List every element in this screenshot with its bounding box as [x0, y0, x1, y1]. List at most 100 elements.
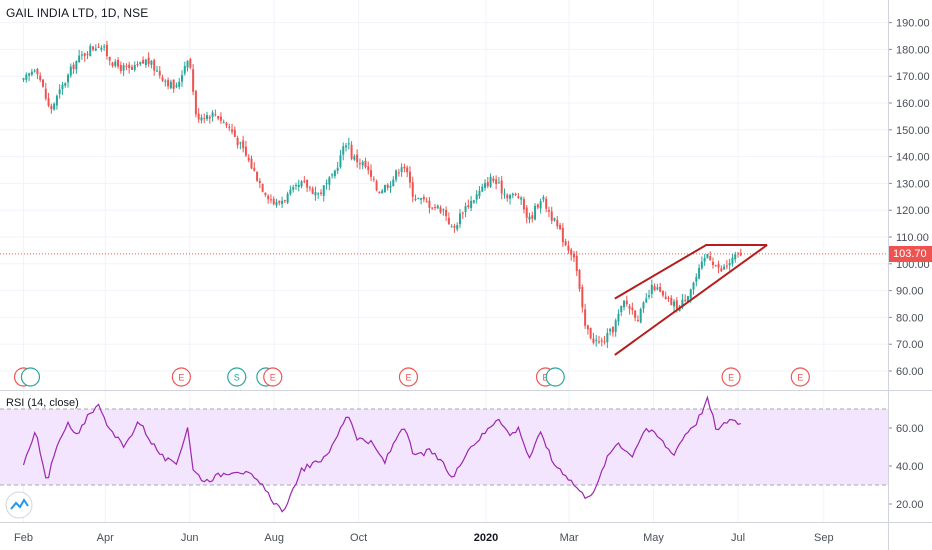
candle-body[interactable] — [75, 60, 78, 70]
candle-body[interactable] — [422, 197, 425, 200]
candle-body[interactable] — [275, 202, 278, 206]
candle-body[interactable] — [464, 206, 467, 212]
candle-body[interactable] — [673, 301, 676, 307]
candle-body[interactable] — [556, 219, 559, 227]
split-marker[interactable] — [227, 367, 247, 387]
candle-body[interactable] — [614, 320, 617, 332]
candle-body[interactable] — [542, 197, 545, 200]
candle-body[interactable] — [225, 122, 228, 126]
candle-body[interactable] — [30, 71, 33, 75]
candle-body[interactable] — [634, 310, 637, 318]
candle-body[interactable] — [261, 183, 264, 192]
candle-body[interactable] — [86, 53, 89, 55]
candle-body[interactable] — [381, 190, 384, 194]
candle-body[interactable] — [164, 80, 167, 82]
candle-body[interactable] — [408, 171, 411, 183]
candle-body[interactable] — [36, 68, 39, 75]
candle-body[interactable] — [319, 192, 322, 194]
candle-body[interactable] — [670, 297, 673, 305]
candle-body[interactable] — [345, 145, 348, 148]
candle-body[interactable] — [322, 185, 325, 196]
candle-body[interactable] — [734, 254, 737, 260]
candle-body[interactable] — [731, 257, 734, 264]
candle-body[interactable] — [725, 265, 728, 267]
candle-body[interactable] — [125, 65, 128, 67]
candle-body[interactable] — [664, 296, 667, 299]
earnings-marker[interactable] — [263, 367, 283, 387]
candle-body[interactable] — [375, 181, 378, 191]
candle-body[interactable] — [239, 142, 242, 144]
candle-body[interactable] — [244, 146, 247, 156]
candle-body[interactable] — [611, 326, 614, 333]
candle-body[interactable] — [645, 298, 648, 303]
candle-body[interactable] — [475, 194, 478, 200]
wedge-lower-trendline[interactable] — [614, 244, 768, 356]
candle-body[interactable] — [445, 210, 448, 217]
candle-body[interactable] — [478, 190, 481, 197]
candle-body[interactable] — [458, 213, 461, 225]
candle-body[interactable] — [600, 340, 603, 342]
candle-body[interactable] — [172, 79, 175, 89]
candle-body[interactable] — [400, 167, 403, 173]
candle-body[interactable] — [189, 59, 192, 68]
candle-body[interactable] — [250, 158, 253, 169]
candle-body[interactable] — [539, 201, 542, 209]
candle-body[interactable] — [659, 286, 662, 292]
candle-body[interactable] — [308, 187, 311, 189]
candle-body[interactable] — [642, 302, 645, 309]
candle-body[interactable] — [89, 46, 92, 57]
candle-body[interactable] — [236, 137, 239, 145]
candle-body[interactable] — [336, 167, 339, 171]
candle-body[interactable] — [431, 207, 434, 209]
candle-body[interactable] — [623, 300, 626, 308]
candle-body[interactable] — [514, 193, 517, 196]
candle-body[interactable] — [83, 53, 86, 56]
candle-body[interactable] — [144, 59, 147, 66]
candle-body[interactable] — [303, 180, 306, 182]
candle-body[interactable] — [206, 115, 209, 119]
candle-body[interactable] — [69, 66, 72, 76]
candle-body[interactable] — [714, 265, 717, 267]
candle-body[interactable] — [372, 178, 375, 180]
candle-body[interactable] — [581, 286, 584, 308]
candle-body[interactable] — [103, 46, 106, 48]
candle-body[interactable] — [500, 180, 503, 194]
candle-body[interactable] — [567, 245, 570, 251]
candle-body[interactable] — [94, 48, 97, 51]
candle-body[interactable] — [389, 185, 392, 188]
candle-body[interactable] — [606, 332, 609, 343]
candle-body[interactable] — [717, 264, 720, 268]
candle-body[interactable] — [625, 300, 628, 305]
candle-body[interactable] — [661, 290, 664, 296]
candle-body[interactable] — [667, 297, 670, 299]
candle-body[interactable] — [78, 55, 81, 63]
candle-body[interactable] — [689, 289, 692, 299]
candle-body[interactable] — [342, 146, 345, 155]
candle-body[interactable] — [272, 198, 275, 205]
candle-body[interactable] — [278, 200, 281, 203]
candle-body[interactable] — [383, 184, 386, 193]
earnings-marker[interactable] — [398, 367, 419, 387]
candle-body[interactable] — [392, 179, 395, 187]
candle-body[interactable] — [72, 64, 75, 70]
candle-body[interactable] — [258, 180, 261, 183]
candle-body[interactable] — [511, 193, 514, 196]
candle-body[interactable] — [728, 263, 731, 266]
candle-body[interactable] — [53, 103, 56, 110]
candle-body[interactable] — [256, 171, 259, 181]
candle-body[interactable] — [105, 44, 108, 57]
candle-body[interactable] — [586, 325, 589, 330]
candle-body[interactable] — [453, 226, 456, 228]
candle-body[interactable] — [203, 118, 206, 120]
candle-body[interactable] — [559, 224, 562, 230]
candle-body[interactable] — [353, 156, 356, 160]
candle-body[interactable] — [217, 116, 220, 119]
candle-body[interactable] — [609, 328, 612, 332]
candle-body[interactable] — [58, 89, 61, 94]
candle-body[interactable] — [100, 47, 103, 50]
candle-body[interactable] — [420, 198, 423, 200]
candle-body[interactable] — [650, 284, 653, 294]
candle-body[interactable] — [561, 227, 564, 243]
candle-body[interactable] — [550, 211, 553, 221]
